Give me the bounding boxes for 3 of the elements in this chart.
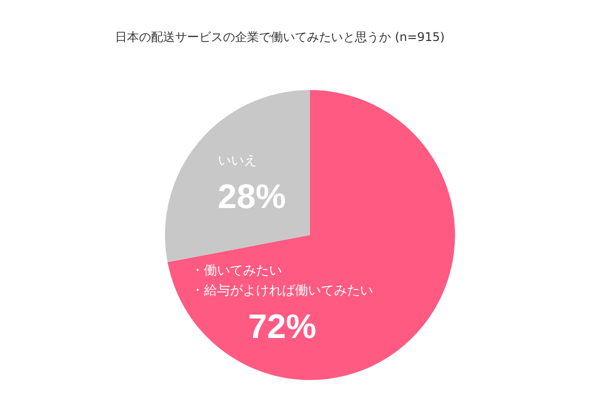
data-label: 72% xyxy=(248,308,316,346)
slice-label: ・働いてみたい・給与がよければ働いてみたい xyxy=(191,264,374,299)
chart-title: 日本の配送サービスの企業で働いてみたいと思うか (n=915) xyxy=(115,30,445,44)
